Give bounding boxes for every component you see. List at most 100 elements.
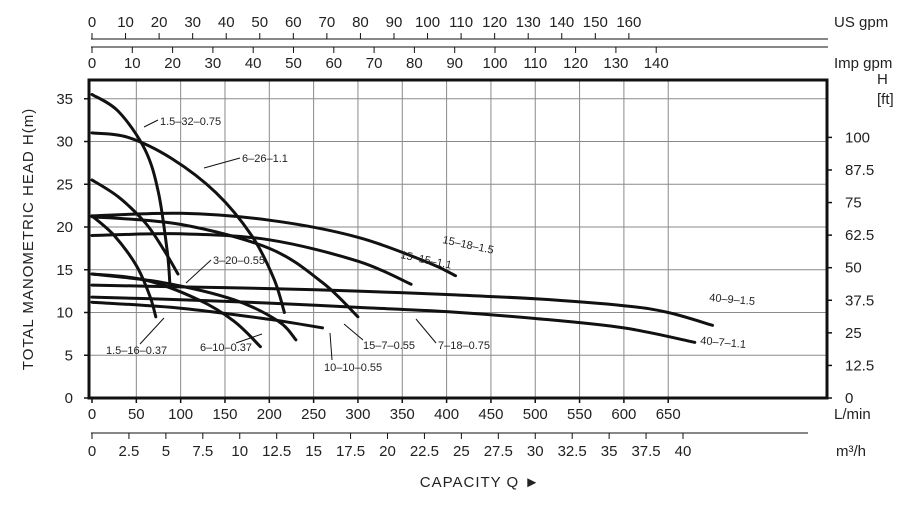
y-tick-label: 0 bbox=[65, 390, 73, 407]
imp-gpm-tick-label: 0 bbox=[88, 55, 96, 72]
curve-label: 3–20–0.55 bbox=[213, 255, 265, 267]
curve-40-7-1.1 bbox=[90, 295, 697, 344]
us-gpm-tick-label: 50 bbox=[251, 14, 268, 31]
m3h-tick-label: 7.5 bbox=[192, 443, 213, 460]
x-tick-label: 50 bbox=[128, 406, 145, 423]
curve-1.5-16-0.37 bbox=[90, 214, 158, 319]
m3h-tick-label: 10 bbox=[231, 443, 248, 460]
us-gpm-tick-label: 10 bbox=[117, 14, 134, 31]
us-gpm-tick-label: 160 bbox=[616, 14, 641, 31]
ft-tick-label: 100 bbox=[845, 129, 870, 146]
m3h-tick-label: 37.5 bbox=[631, 443, 660, 460]
imp-gpm-unit-label: Imp gpm bbox=[834, 55, 892, 72]
x-tick-label: 150 bbox=[212, 406, 237, 423]
y-tick-label: 15 bbox=[56, 262, 73, 279]
ft-tick-label: 37.5 bbox=[845, 292, 874, 309]
x-tick-label: 650 bbox=[656, 406, 681, 423]
right-axis: 0 12.5 25 37.5 50 62.5 75 87.5 100 H [ft] bbox=[827, 71, 894, 407]
curve-label: 15–18–1.5 bbox=[441, 234, 494, 257]
curve-label: 40–9–1.5 bbox=[709, 292, 756, 308]
imp-gpm-tick-label: 70 bbox=[366, 55, 383, 72]
us-gpm-tick-label: 40 bbox=[218, 14, 235, 31]
top-axes: 0 10 20 30 40 50 60 70 80 90 100 110 120 130 140 150 160… bbox=[88, 14, 893, 72]
ft-tick-label: 75 bbox=[845, 195, 862, 212]
imp-gpm-tick-label: 20 bbox=[164, 55, 181, 72]
ft-unit-label-h: H bbox=[877, 71, 888, 88]
m3h-tick-label: 5 bbox=[162, 443, 170, 460]
imp-gpm-tick-label: 10 bbox=[124, 55, 141, 72]
y-tick-label: 20 bbox=[56, 219, 73, 236]
left-axis: 0 5 10 15 20 25 30 35 bbox=[56, 91, 89, 407]
x-tick-label: 200 bbox=[257, 406, 282, 423]
ft-tick-label: 62.5 bbox=[845, 227, 874, 244]
m3h-tick-label: 0 bbox=[88, 443, 96, 460]
curve-label: 10–10–0.55 bbox=[324, 362, 382, 374]
curves bbox=[90, 93, 714, 349]
imp-gpm-tick-label: 120 bbox=[563, 55, 588, 72]
curve-6-26-1.1 bbox=[90, 131, 286, 314]
us-gpm-unit-label: US gpm bbox=[834, 14, 888, 31]
imp-gpm-tick-label: 30 bbox=[205, 55, 222, 72]
y-tick-label: 10 bbox=[56, 305, 73, 322]
us-gpm-tick-label: 30 bbox=[184, 14, 201, 31]
ft-tick-label: 50 bbox=[845, 260, 862, 277]
ft-tick-label: 0 bbox=[845, 390, 853, 407]
curve-label: 1.5–16–0.37 bbox=[106, 345, 167, 357]
imp-gpm-tick-label: 110 bbox=[523, 55, 547, 72]
leader-line bbox=[203, 157, 241, 169]
us-gpm-tick-label: 70 bbox=[319, 14, 336, 31]
imp-gpm-tick-label: 40 bbox=[245, 55, 262, 72]
ft-unit-label-ft: [ft] bbox=[877, 91, 894, 108]
x-axis-title: CAPACITY Q ► bbox=[420, 474, 540, 491]
x-tick-label: 0 bbox=[88, 406, 96, 423]
y-tick-label: 25 bbox=[56, 176, 73, 193]
m3h-tick-label: 40 bbox=[675, 443, 692, 460]
us-gpm-tick-label: 110 bbox=[449, 14, 473, 31]
curve-40-9-1.5 bbox=[90, 283, 714, 327]
imp-gpm-tick-label: 60 bbox=[325, 55, 342, 72]
m3h-tick-label: 22.5 bbox=[410, 443, 439, 460]
grid bbox=[89, 80, 827, 398]
m3h-tick-label: 30 bbox=[527, 443, 544, 460]
m3h-unit-label: m³/h bbox=[836, 443, 866, 460]
imp-gpm-tick-label: 50 bbox=[285, 55, 302, 72]
x-tick-label: 600 bbox=[611, 406, 636, 423]
m3h-tick-label: 15 bbox=[305, 443, 322, 460]
x-tick-label: 350 bbox=[390, 406, 415, 423]
leader-line bbox=[139, 317, 165, 345]
imp-gpm-tick-label: 130 bbox=[603, 55, 628, 72]
imp-gpm-tick-label: 100 bbox=[482, 55, 507, 72]
ft-tick-label: 12.5 bbox=[845, 357, 874, 374]
x-tick-label: 500 bbox=[523, 406, 548, 423]
y-tick-label: 35 bbox=[56, 91, 73, 108]
leader-line bbox=[185, 259, 212, 284]
ft-tick-label: 25 bbox=[845, 325, 862, 342]
plot-frame bbox=[87, 78, 829, 400]
leader-line bbox=[235, 333, 263, 344]
curve-label: 15–15–1.1 bbox=[399, 249, 452, 272]
us-gpm-tick-label: 0 bbox=[88, 14, 96, 31]
m3h-tick-label: 12.5 bbox=[262, 443, 291, 460]
curve-label: 40–7–1.1 bbox=[700, 335, 747, 351]
x-tick-label: 250 bbox=[301, 406, 326, 423]
imp-gpm-tick-label: 80 bbox=[406, 55, 423, 72]
m3h-tick-label: 17.5 bbox=[336, 443, 365, 460]
m3h-tick-label: 27.5 bbox=[484, 443, 513, 460]
curve-3-20-0.55 bbox=[90, 178, 180, 276]
curve-label: 15–7–0.55 bbox=[363, 340, 415, 352]
curve-label: 1.5–32–0.75 bbox=[160, 116, 221, 128]
us-gpm-tick-label: 20 bbox=[151, 14, 168, 31]
imp-gpm-tick-label: 140 bbox=[644, 55, 669, 72]
x-unit-label: L/min bbox=[834, 406, 871, 423]
us-gpm-tick-label: 80 bbox=[352, 14, 369, 31]
us-gpm-tick-label: 140 bbox=[549, 14, 574, 31]
x-tick-label: 550 bbox=[567, 406, 592, 423]
curve-label: 6–10–0.37 bbox=[200, 342, 252, 354]
m3h-tick-label: 2.5 bbox=[119, 443, 140, 460]
leader-line bbox=[329, 332, 333, 361]
x-tick-label: 300 bbox=[345, 406, 370, 423]
imp-gpm-tick-label: 90 bbox=[446, 55, 463, 72]
x-tick-label: 400 bbox=[434, 406, 459, 423]
m3h-tick-label: 25 bbox=[453, 443, 470, 460]
